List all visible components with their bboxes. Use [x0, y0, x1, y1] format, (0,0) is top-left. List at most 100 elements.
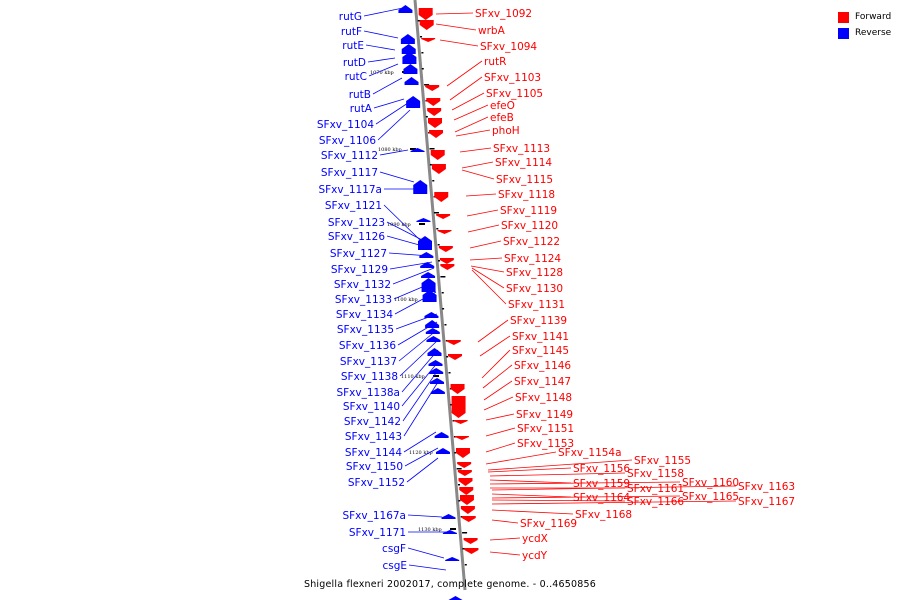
forward-gene-label: SFxv_1151: [517, 423, 574, 435]
map-tick: [437, 244, 440, 246]
map-tick: [448, 372, 451, 374]
kbp-scale-label: 1120 kbp: [409, 450, 433, 456]
forward-gene-label: SFxv_1145: [512, 345, 569, 357]
forward-gene-label: ycdY: [522, 550, 548, 562]
forward-gene-block: [430, 150, 445, 160]
reverse-leader-line: [375, 102, 409, 125]
reverse-gene-label: SFxv_1126: [328, 231, 385, 243]
forward-leader-line: [491, 519, 519, 524]
forward-gene-label: SFxv_1094: [480, 41, 537, 53]
forward-gene-block: [459, 495, 474, 505]
reverse-gene-label: SFxv_1171: [349, 527, 406, 539]
reverse-gene-label: SFxv_1135: [337, 324, 394, 336]
reverse-gene-block: [429, 368, 444, 374]
forward-leader-line: [491, 493, 572, 498]
forward-gene-block: [419, 20, 434, 30]
forward-gene-block: [458, 478, 473, 486]
reverse-gene-label: SFxv_1112: [321, 150, 378, 162]
reverse-gene-label: rutE: [342, 40, 364, 52]
reverse-gene-block: [425, 320, 440, 328]
forward-leader-line: [461, 169, 495, 180]
reverse-gene-label: rutF: [341, 26, 362, 38]
reverse-gene-label: SFxv_1127: [330, 248, 387, 260]
reverse-gene-label: csgF: [382, 543, 406, 555]
forward-leader-line: [435, 23, 477, 31]
forward-gene-block: [463, 538, 478, 544]
map-tick: [454, 452, 457, 454]
reverse-gene-label: SFxv_1117: [321, 167, 378, 179]
reverse-gene-label: rutB: [349, 89, 371, 101]
reverse-gene-block: [410, 148, 425, 152]
forward-gene-label: SFxv_1092: [475, 8, 532, 20]
forward-leader-line: [489, 537, 521, 541]
map-tick: [462, 548, 465, 550]
reverse-gene-block: [425, 328, 440, 334]
reverse-gene-block: [428, 360, 443, 366]
forward-leader-line: [491, 509, 574, 515]
forward-leader-line: [439, 39, 479, 47]
forward-gene-block: [460, 506, 475, 514]
reverse-gene-block: [422, 290, 437, 302]
reverse-gene-block: [401, 44, 416, 54]
forward-leader-line: [446, 60, 483, 87]
kbp-scale-label: 1100 kbp: [394, 297, 418, 303]
kbp-scale-label: 1080 kbp: [378, 147, 402, 153]
reverse-gene-label: SFxv_1136: [339, 340, 396, 352]
reverse-leader-line: [373, 98, 405, 109]
forward-gene-block: [438, 246, 453, 252]
forward-gene-label: SFxv_1149: [516, 409, 573, 421]
reverse-gene-block: [402, 52, 417, 64]
reverse-gene-block: [419, 252, 434, 258]
forward-gene-block: [455, 448, 470, 458]
forward-gene-label: SFxv_1164: [573, 492, 630, 504]
forward-leader-line: [489, 551, 521, 556]
forward-leader-line: [483, 380, 513, 401]
forward-gene-label: SFxv_1156: [573, 463, 630, 475]
reverse-leader-line: [363, 30, 399, 39]
reverse-leader-line: [372, 77, 403, 95]
forward-leader-line: [491, 500, 737, 505]
legend-label-forward: Forward: [855, 12, 892, 22]
forward-leader-line: [454, 116, 489, 133]
reverse-gene-label: csgE: [382, 560, 407, 572]
forward-swatch: [838, 11, 849, 23]
forward-gene-label: SFxv_1113: [493, 143, 550, 155]
forward-leader-line: [477, 319, 509, 343]
forward-gene-label: SFxv_1147: [514, 376, 571, 388]
forward-leader-line: [485, 413, 515, 421]
reverse-leader-line: [363, 7, 404, 17]
reverse-gene-block: [403, 64, 418, 74]
kbp-scale-marker: [433, 375, 439, 377]
reverse-gene-label: SFxv_1150: [346, 461, 403, 473]
forward-gene-label: SFxv_1114: [495, 157, 552, 169]
reverse-leader-line: [401, 349, 439, 393]
reverse-leader-line: [377, 109, 411, 141]
map-tick: [446, 356, 449, 358]
forward-gene-label: SFxv_1155: [634, 455, 691, 467]
kbp-scale-label: 1130 kbp: [418, 527, 442, 533]
forward-gene-block: [418, 8, 433, 20]
map-tick: [436, 228, 439, 230]
forward-gene-block: [464, 548, 479, 554]
kbp-scale-marker: [450, 528, 456, 530]
reverse-leader-line: [393, 281, 435, 300]
reverse-gene-block: [427, 348, 442, 356]
forward-gene-label: SFxv_1119: [500, 205, 557, 217]
reverse-gene-label: rutD: [343, 57, 366, 69]
forward-gene-label: rutR: [484, 56, 506, 68]
forward-leader-line: [485, 442, 516, 453]
reverse-gene-label: SFxv_1138a: [336, 387, 400, 399]
forward-leader-line: [471, 267, 505, 289]
forward-gene-label: SFxv_1122: [503, 236, 560, 248]
forward-leader-line: [485, 451, 557, 465]
forward-gene-label: SFxv_1169: [520, 518, 577, 530]
forward-gene-label: SFxv_1163: [738, 481, 795, 493]
reverse-gene-label: SFxv_1138: [341, 371, 398, 383]
forward-gene-block: [450, 384, 465, 394]
forward-gene-label: SFxv_1139: [510, 315, 567, 327]
forward-leader-line: [491, 499, 626, 502]
reverse-gene-label: SFxv_1133: [335, 294, 392, 306]
reverse-gene-block: [435, 448, 450, 454]
reverse-gene-label: SFxv_1152: [348, 477, 405, 489]
